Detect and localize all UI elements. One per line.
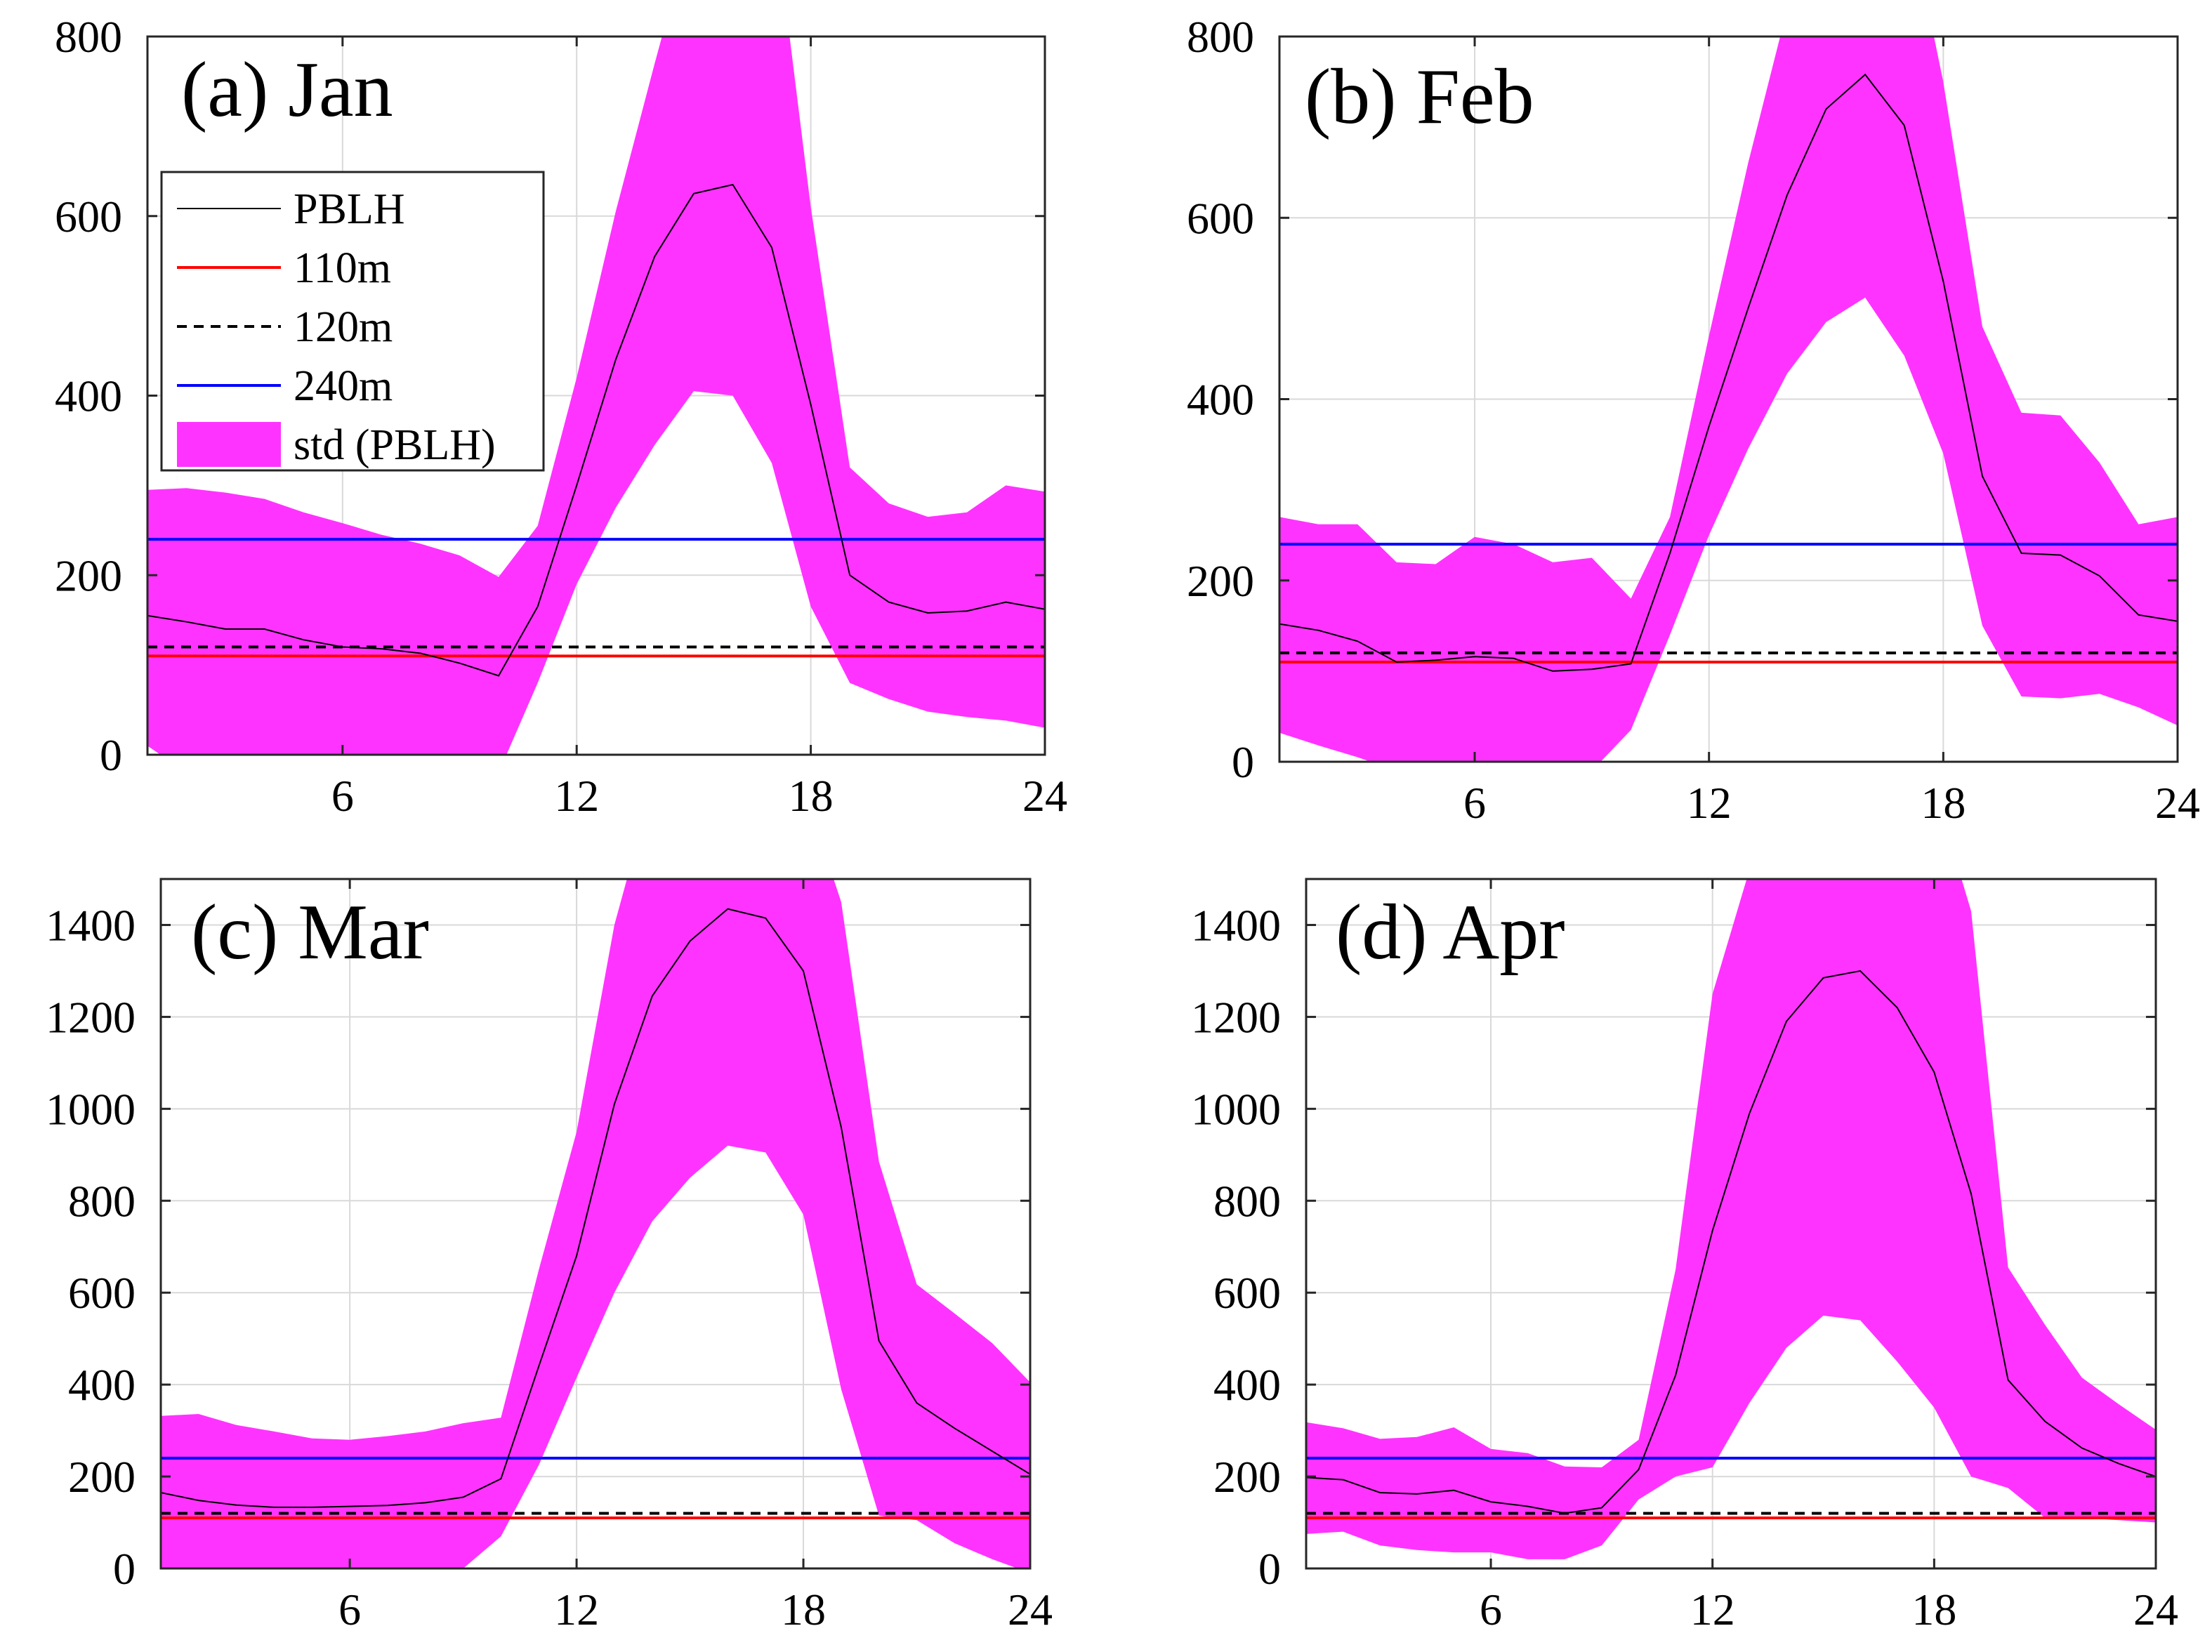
y-tick-label: 0 [100,730,122,780]
y-tick-label: 600 [68,1268,136,1318]
x-tick-label: 18 [781,1585,826,1634]
y-tick-label: 400 [68,1360,136,1410]
panel-title: (d) Apr [1336,889,1565,976]
y-tick-label: 0 [113,1544,136,1594]
x-tick-label: 18 [1911,1585,1956,1634]
std-band [161,879,1030,1568]
legend-label: 120m [294,303,393,351]
y-tick-label: 1200 [1191,992,1281,1042]
y-tick-label: 800 [1213,1176,1281,1226]
std-band [1306,879,2156,1559]
pblh-line [1279,73,2178,672]
axes-box [1305,878,2157,1570]
legend-label: 240m [294,362,393,410]
std-band [1279,37,2178,762]
axes-box [159,878,1032,1570]
x-tick-label: 18 [789,771,834,821]
x-tick-label: 12 [554,1585,599,1634]
legend-item-110m: 110m [177,244,391,292]
x-tick-label: 24 [2155,778,2200,828]
y-tick-label: 600 [1187,193,1254,243]
chart-panel-3: 6 12 18 24 0 200 400 600 800 1000 1200 1400 (c) Mar [46,878,1053,1634]
x-tick-label: 24 [1008,1585,1053,1634]
chart-panel-2: 6 12 18 24 0 200 400 600 800 (b) Feb [1187,12,2200,828]
x-tick-label: 6 [338,1585,361,1634]
y-tick-label: 0 [1258,1544,1281,1594]
x-tick-label: 6 [1480,1585,1502,1634]
y-tick-label: 400 [1213,1360,1281,1410]
pblh-line [161,908,1030,1508]
y-tick-label: 600 [55,192,122,242]
x-tick-label: 12 [1690,1585,1735,1634]
y-tick-label: 1000 [1191,1084,1281,1134]
x-tick-label: 24 [2133,1585,2178,1634]
y-tick-label: 0 [1232,737,1254,787]
legend-item-pblh: PBLH [177,185,404,233]
y-tick-label: 200 [1213,1452,1281,1502]
plot-area [147,37,1045,755]
x-tick-label: 12 [1687,778,1732,828]
legend-item-240m: 240m [177,362,393,410]
legend-label: PBLH [294,185,404,233]
legend-swatch-std [177,422,281,467]
legend: PBLH 110m 120m 240m std (PBLH) [160,171,545,472]
y-tick-label: 1200 [46,992,136,1042]
legend-item-120m: 120m [177,303,393,351]
y-tick-label: 600 [1213,1268,1281,1318]
y-tick-label: 1400 [1191,900,1281,950]
y-tick-label: 800 [1187,12,1254,62]
y-tick-label: 800 [55,12,122,62]
y-tick-label: 800 [68,1176,136,1226]
x-tick-label: 6 [1463,778,1486,828]
plot-area [1279,37,2178,762]
y-tick-label: 200 [68,1452,136,1502]
legend-label: 110m [294,244,391,292]
panel-title: (b) Feb [1305,53,1534,140]
x-tick-label: 12 [554,771,599,821]
y-tick-label: 400 [55,371,122,421]
x-tick-label: 18 [1921,778,1966,828]
legend-box [160,171,545,472]
y-tick-label: 200 [1187,556,1254,606]
y-tick-label: 1400 [46,900,136,950]
panel-title: (c) Mar [191,889,429,976]
x-tick-label: 6 [331,771,354,821]
plot-area [161,879,1030,1568]
y-tick-label: 1000 [46,1084,136,1134]
y-tick-label: 400 [1187,375,1254,425]
pblh-line [147,183,1045,677]
panel-title: (a) Jan [181,46,393,133]
std-band [147,37,1045,755]
pblh-line [1306,970,2156,1514]
y-tick-label: 200 [55,550,122,600]
plot-area [1306,879,2156,1559]
legend-item-std: std (PBLH) [177,421,496,469]
x-tick-label: 24 [1022,771,1067,821]
chart-panel-4: 6 12 18 24 0 200 400 600 800 1000 1200 1400 (d) Apr [1191,878,2178,1634]
legend-label: std (PBLH) [294,421,496,469]
